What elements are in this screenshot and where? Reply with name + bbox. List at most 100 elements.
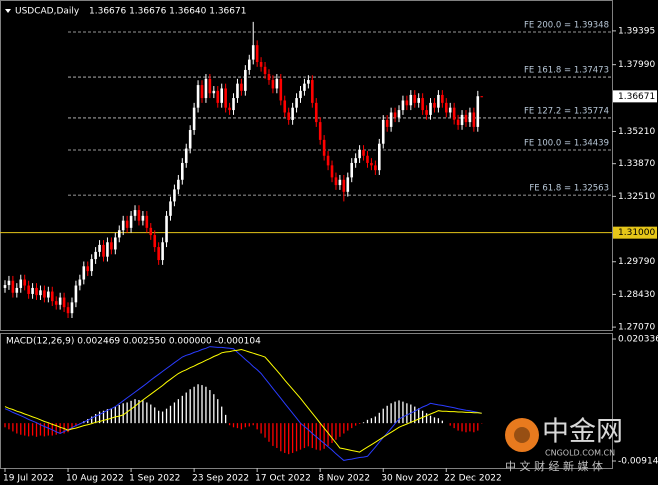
x-tick-label: 8 Nov 2022 bbox=[318, 474, 370, 484]
candle-body bbox=[204, 78, 208, 99]
hline-label-box bbox=[613, 226, 657, 239]
candle-body bbox=[389, 112, 393, 127]
candle-body bbox=[409, 94, 413, 106]
candle-body bbox=[378, 143, 381, 171]
candle-body bbox=[94, 251, 97, 260]
candle-body bbox=[102, 244, 105, 257]
candle-body bbox=[350, 162, 354, 178]
candle-body bbox=[307, 80, 310, 84]
candle-body bbox=[121, 220, 125, 231]
candle-body bbox=[27, 285, 30, 294]
candle-body bbox=[381, 119, 385, 144]
candle-body bbox=[86, 266, 90, 272]
candle-body bbox=[7, 280, 11, 286]
candle-body bbox=[330, 165, 334, 178]
chart-title: USDCAD,Daily bbox=[15, 7, 80, 17]
candle-body bbox=[208, 78, 212, 94]
candle-body bbox=[212, 90, 216, 94]
candle-body bbox=[23, 279, 26, 286]
candle-body bbox=[200, 85, 204, 99]
candle-body bbox=[153, 235, 157, 248]
logo-text: 中金网 bbox=[542, 417, 623, 448]
candle-body bbox=[173, 189, 176, 202]
y-tick-label: 1.32510 bbox=[618, 192, 655, 202]
candle-body bbox=[82, 266, 86, 280]
candle-body bbox=[314, 102, 318, 123]
candle-body bbox=[62, 297, 66, 308]
watermark: 中金网 CNGOLD.COM.CN 中 文 财 经 新 媒 体 bbox=[505, 417, 623, 473]
candle-body bbox=[145, 215, 149, 228]
macd-y-tick-label: 0.020336 bbox=[618, 335, 658, 345]
y-tick-label: 1.37990 bbox=[618, 60, 655, 70]
y-tick-label: 1.28430 bbox=[618, 290, 655, 300]
candle-body bbox=[54, 301, 58, 305]
candle-body bbox=[334, 177, 338, 186]
candle-body bbox=[137, 210, 141, 221]
macd-line bbox=[4, 348, 482, 453]
candle-body bbox=[247, 59, 251, 70]
x-tick-label: 23 Sep 2022 bbox=[192, 474, 249, 484]
candle-body bbox=[456, 119, 460, 125]
candle-body bbox=[50, 291, 54, 302]
candle-body bbox=[169, 201, 172, 216]
candle-body bbox=[437, 94, 440, 108]
candle-body bbox=[322, 139, 326, 156]
candle-body bbox=[397, 110, 401, 118]
x-tick-label: 22 Dec 2022 bbox=[444, 474, 502, 484]
candle-body bbox=[480, 96, 484, 98]
x-tick-label: 1 Sep 2022 bbox=[129, 474, 180, 484]
logo-site: CNGOLD.COM.CN bbox=[545, 449, 615, 458]
candle-body bbox=[192, 107, 196, 131]
candle-body bbox=[279, 78, 283, 101]
candle-body bbox=[125, 220, 129, 228]
candle-body bbox=[468, 112, 472, 123]
candle-body bbox=[114, 237, 117, 250]
candle-body bbox=[413, 94, 417, 103]
candle-body bbox=[295, 98, 298, 108]
candle-body bbox=[259, 62, 263, 67]
y-tick-label: 1.27070 bbox=[618, 323, 655, 333]
candle-body bbox=[216, 90, 220, 103]
level-label: FE 161.8 = 1.37473 bbox=[524, 66, 609, 76]
macd-frame bbox=[0, 333, 613, 469]
candle-body bbox=[448, 107, 452, 113]
y-tick-label: 1.33870 bbox=[618, 159, 655, 169]
macd-title: MACD(12,26,9) 0.002469 0.002550 0.000000… bbox=[6, 337, 261, 347]
candle-body bbox=[358, 149, 361, 159]
candle-body bbox=[346, 177, 350, 192]
candle-body bbox=[19, 279, 23, 288]
candle-body bbox=[338, 179, 342, 186]
candle-body bbox=[425, 110, 428, 115]
candle-body bbox=[251, 45, 255, 60]
logo-circle bbox=[505, 418, 539, 452]
candle-body bbox=[354, 158, 357, 163]
candle-body bbox=[149, 227, 153, 236]
candle-body bbox=[74, 285, 78, 303]
candle-body bbox=[362, 149, 365, 156]
candle-body bbox=[374, 165, 377, 171]
candle-body bbox=[141, 215, 145, 221]
y-tick-label: 1.35210 bbox=[618, 127, 655, 137]
candle-body bbox=[287, 112, 290, 120]
candle-body bbox=[157, 247, 160, 261]
x-tick-label: 10 Aug 2022 bbox=[66, 474, 124, 484]
macd-y-tick-label: -0.009148 bbox=[618, 456, 658, 466]
candle-body bbox=[240, 83, 243, 91]
candle-body bbox=[165, 215, 168, 243]
price-label-box bbox=[613, 90, 657, 103]
candle-body bbox=[98, 244, 101, 252]
candle-body bbox=[326, 155, 330, 166]
candle-body bbox=[43, 290, 46, 298]
macd-line bbox=[4, 346, 482, 461]
candle-body bbox=[106, 242, 109, 257]
candle-body bbox=[117, 230, 121, 238]
x-tick-label: 19 Jul 2022 bbox=[3, 474, 54, 484]
logo-inner bbox=[514, 427, 530, 443]
candle-body bbox=[244, 69, 247, 91]
candle-body bbox=[405, 100, 409, 106]
candle-body bbox=[220, 88, 223, 103]
candle-body bbox=[47, 291, 50, 298]
candle-body bbox=[460, 114, 464, 125]
candle-body bbox=[70, 302, 74, 314]
